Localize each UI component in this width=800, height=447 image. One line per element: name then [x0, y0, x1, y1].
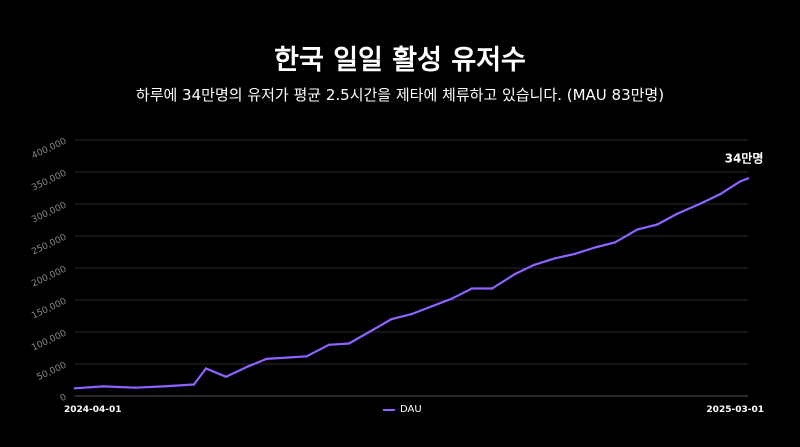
- x-tick-label: 2025-03-01: [706, 405, 764, 415]
- y-tick-label: 150,000: [30, 297, 68, 322]
- data-point: [245, 366, 248, 369]
- end-value-annotation: 34만명: [725, 150, 764, 165]
- x-tick-label: 2024-04-01: [64, 405, 122, 415]
- data-point: [676, 212, 679, 215]
- y-tick-label: 50,000: [35, 361, 68, 383]
- data-point: [450, 297, 453, 300]
- data-point: [162, 385, 165, 388]
- data-point: [746, 177, 750, 180]
- data-point: [265, 357, 268, 361]
- data-point: [224, 375, 228, 378]
- data-point: [327, 343, 331, 346]
- data-point: [470, 287, 474, 290]
- data-point: [573, 252, 576, 256]
- data-point: [738, 180, 742, 183]
- legend-swatch: [383, 408, 395, 411]
- data-point: [430, 305, 433, 308]
- y-tick-label: 300,000: [30, 201, 68, 226]
- data-point: [192, 383, 196, 386]
- data-point: [73, 387, 77, 390]
- data-point: [347, 342, 351, 345]
- data-point: [656, 223, 659, 226]
- data-point: [134, 386, 137, 389]
- chart-legend: DAU: [383, 404, 422, 415]
- data-point: [553, 257, 556, 260]
- data-point: [285, 356, 288, 359]
- chart-title: 한국 일일 활성 유저수: [274, 45, 526, 76]
- data-point: [390, 318, 393, 321]
- chart-subtitle: 하루에 34만명의 유저가 평균 2.5시간을 제타에 체류하고 있습니다. (…: [135, 86, 665, 104]
- data-point: [698, 202, 701, 206]
- data-point: [613, 241, 617, 244]
- data-point: [368, 330, 371, 334]
- data-point: [410, 312, 413, 316]
- data-point: [593, 246, 597, 249]
- y-tick-label: 0: [59, 393, 69, 405]
- data-point: [490, 287, 494, 290]
- data-point: [102, 385, 105, 388]
- data-point: [533, 263, 536, 266]
- data-point: [513, 273, 516, 276]
- y-tick-label: 250,000: [30, 233, 68, 258]
- legend-label-dau: DAU: [400, 404, 422, 415]
- y-tick-label: 350,000: [30, 169, 68, 194]
- y-tick-label: 400,000: [30, 137, 68, 162]
- y-tick-label: 100,000: [30, 329, 68, 354]
- data-point: [305, 355, 308, 358]
- data-point: [718, 193, 721, 196]
- y-tick-label: 200,000: [30, 265, 68, 290]
- data-point: [636, 228, 639, 231]
- series-line-dau: [73, 177, 750, 390]
- data-point: [204, 367, 208, 370]
